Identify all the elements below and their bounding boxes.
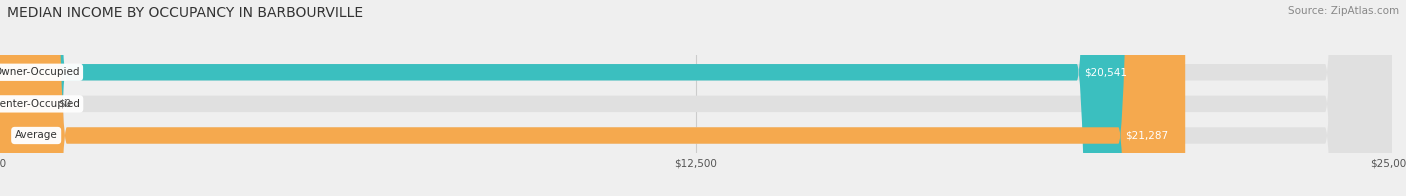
Text: Owner-Occupied: Owner-Occupied bbox=[0, 67, 80, 77]
Text: Source: ZipAtlas.com: Source: ZipAtlas.com bbox=[1288, 6, 1399, 16]
Text: MEDIAN INCOME BY OCCUPANCY IN BARBOURVILLE: MEDIAN INCOME BY OCCUPANCY IN BARBOURVIL… bbox=[7, 6, 363, 20]
Text: $20,541: $20,541 bbox=[1084, 67, 1128, 77]
FancyBboxPatch shape bbox=[0, 0, 1143, 196]
Text: $21,287: $21,287 bbox=[1125, 131, 1168, 141]
Text: Renter-Occupied: Renter-Occupied bbox=[0, 99, 80, 109]
FancyBboxPatch shape bbox=[0, 0, 1185, 196]
Text: $0: $0 bbox=[59, 99, 72, 109]
Text: Average: Average bbox=[15, 131, 58, 141]
